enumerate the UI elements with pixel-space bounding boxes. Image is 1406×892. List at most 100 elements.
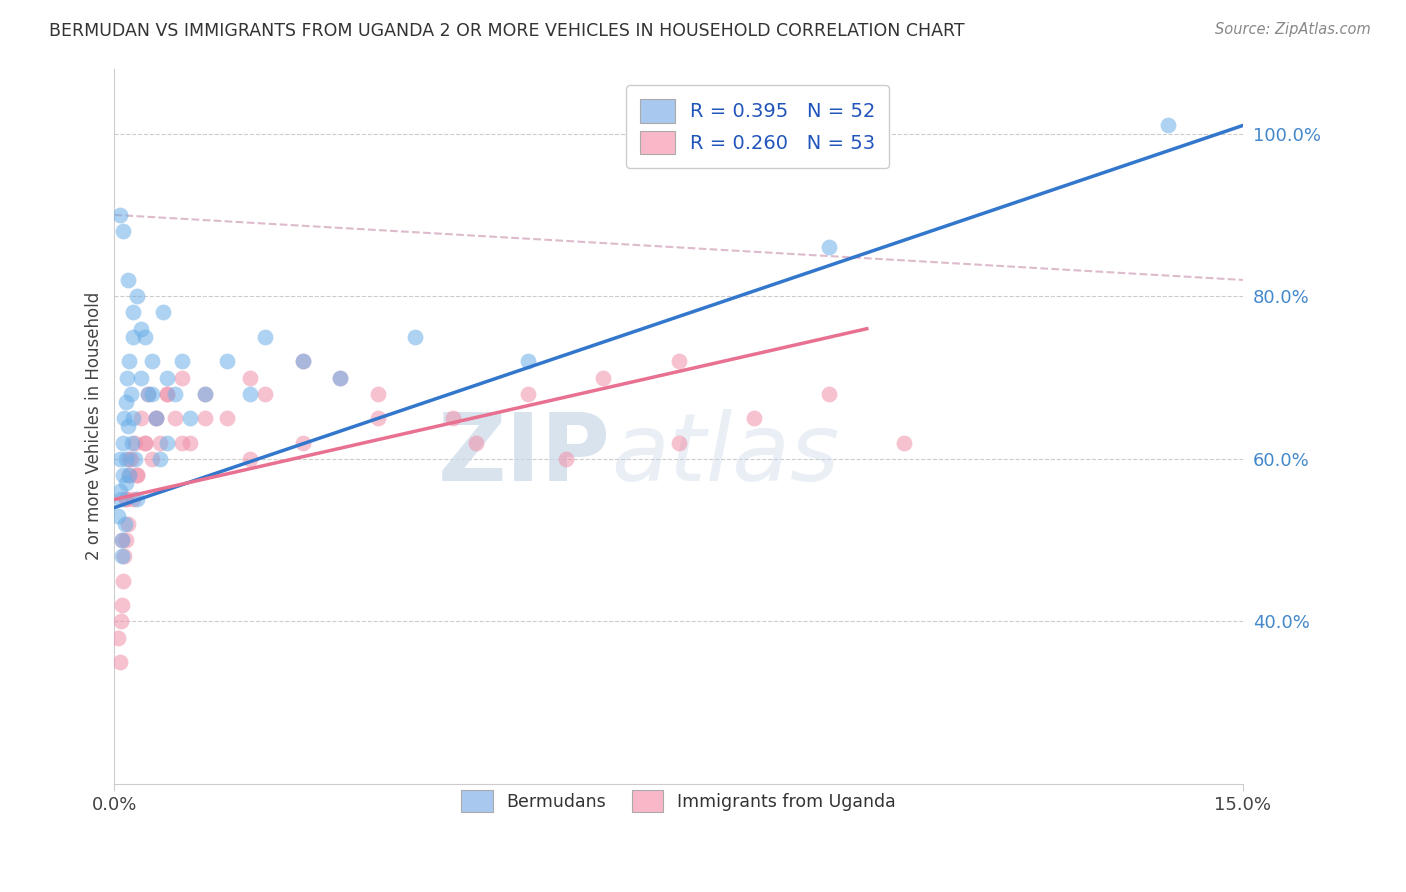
Point <box>194 386 217 401</box>
Point <box>110 615 132 629</box>
Point <box>108 484 131 499</box>
Point <box>111 533 134 548</box>
Point <box>145 411 167 425</box>
Point <box>742 411 765 425</box>
Text: ZIP: ZIP <box>439 409 612 501</box>
Y-axis label: 2 or more Vehicles in Household: 2 or more Vehicles in Household <box>86 293 103 560</box>
Point <box>112 468 135 483</box>
Point <box>115 492 138 507</box>
Point <box>134 330 156 344</box>
Point <box>291 354 314 368</box>
Point <box>125 289 148 303</box>
Point <box>115 370 138 384</box>
Text: Source: ZipAtlas.com: Source: ZipAtlas.com <box>1215 22 1371 37</box>
Point <box>441 411 464 425</box>
Point <box>464 435 486 450</box>
Point <box>114 516 136 531</box>
Point <box>291 435 314 450</box>
Point <box>239 370 262 384</box>
Point <box>239 386 262 401</box>
Point <box>122 492 145 507</box>
Text: BERMUDAN VS IMMIGRANTS FROM UGANDA 2 OR MORE VEHICLES IN HOUSEHOLD CORRELATION C: BERMUDAN VS IMMIGRANTS FROM UGANDA 2 OR … <box>49 22 965 40</box>
Point <box>122 330 145 344</box>
Point <box>112 224 135 238</box>
Point <box>110 208 132 222</box>
Text: atlas: atlas <box>612 409 839 500</box>
Point <box>1157 119 1180 133</box>
Point <box>117 419 139 434</box>
Point <box>668 435 690 450</box>
Point <box>172 370 194 384</box>
Point <box>163 386 186 401</box>
Point <box>122 411 145 425</box>
Point <box>152 305 174 319</box>
Point <box>114 492 136 507</box>
Point <box>122 305 145 319</box>
Point <box>108 655 131 669</box>
Point <box>110 492 132 507</box>
Point <box>367 411 389 425</box>
Point <box>194 386 217 401</box>
Point <box>120 386 142 401</box>
Point <box>141 354 163 368</box>
Point <box>554 451 576 466</box>
Point <box>136 386 159 401</box>
Point <box>134 435 156 450</box>
Point <box>163 411 186 425</box>
Point <box>172 354 194 368</box>
Point <box>114 533 136 548</box>
Point <box>156 370 179 384</box>
Point <box>179 435 201 450</box>
Point <box>172 435 194 450</box>
Point <box>112 549 135 564</box>
Point <box>217 411 239 425</box>
Point <box>893 435 915 450</box>
Point <box>291 354 314 368</box>
Point <box>117 273 139 287</box>
Point <box>125 468 148 483</box>
Point <box>239 451 262 466</box>
Point <box>148 451 170 466</box>
Point <box>129 411 152 425</box>
Legend: Bermudans, Immigrants from Uganda: Bermudans, Immigrants from Uganda <box>447 777 910 825</box>
Point <box>107 631 129 645</box>
Point <box>111 598 134 612</box>
Point <box>118 451 141 466</box>
Point <box>110 451 132 466</box>
Point <box>117 516 139 531</box>
Point <box>107 508 129 523</box>
Point <box>114 395 136 409</box>
Point <box>129 370 152 384</box>
Point <box>118 354 141 368</box>
Point <box>112 435 135 450</box>
Point <box>124 451 146 466</box>
Point <box>141 451 163 466</box>
Point <box>129 322 152 336</box>
Point <box>115 476 138 491</box>
Point <box>125 468 148 483</box>
Point <box>111 533 134 548</box>
Point <box>124 435 146 450</box>
Point <box>517 386 540 401</box>
Point <box>818 386 841 401</box>
Point <box>112 411 135 425</box>
Point <box>404 330 426 344</box>
Point <box>136 386 159 401</box>
Point <box>194 411 217 425</box>
Point <box>253 386 276 401</box>
Point <box>112 574 135 588</box>
Point <box>367 386 389 401</box>
Point <box>329 370 352 384</box>
Point <box>125 492 148 507</box>
Point <box>114 451 136 466</box>
Point <box>134 435 156 450</box>
Point <box>118 468 141 483</box>
Point <box>156 386 179 401</box>
Point <box>329 370 352 384</box>
Point <box>156 435 179 450</box>
Point <box>818 240 841 254</box>
Point <box>179 411 201 425</box>
Point <box>217 354 239 368</box>
Point <box>253 330 276 344</box>
Point <box>111 549 134 564</box>
